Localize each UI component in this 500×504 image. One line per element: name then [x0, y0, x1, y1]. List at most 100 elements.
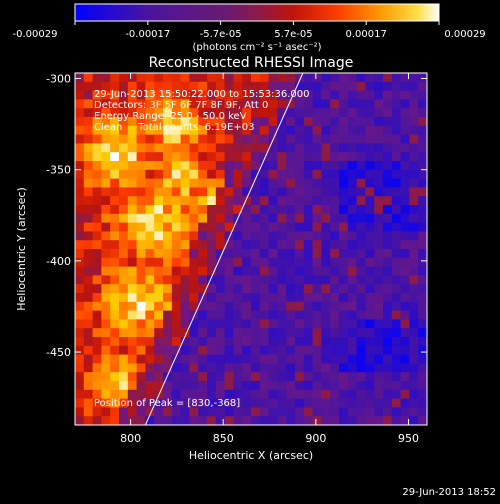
heatmap-cell: [198, 196, 208, 206]
heatmap-cell: [330, 337, 340, 347]
heatmap-cell: [268, 257, 278, 267]
heatmap-cell: [180, 222, 190, 232]
heatmap-cell: [277, 161, 287, 171]
heatmap-cell: [224, 90, 234, 100]
heatmap-cell: [418, 108, 427, 118]
heatmap-cell: [418, 398, 427, 408]
heatmap-cell: [136, 169, 146, 179]
heatmap-cell: [119, 389, 129, 399]
heatmap-cell: [136, 73, 146, 83]
y-tick-label: -350: [46, 164, 71, 177]
heatmap-cell: [215, 117, 225, 127]
heatmap-cell: [259, 169, 269, 179]
heatmap-cell: [233, 398, 243, 408]
plot-frame: [74, 72, 428, 426]
heatmap-cell: [215, 231, 225, 241]
heatmap-cell: [400, 240, 410, 250]
heatmap-cell: [347, 81, 357, 91]
heatmap-cell: [259, 152, 269, 162]
heatmap-cell: [277, 73, 287, 83]
heatmap-cell: [198, 381, 208, 391]
heatmap-cell: [136, 372, 146, 382]
heatmap-cell: [409, 389, 419, 399]
heatmap-cell: [101, 73, 111, 83]
heatmap-cell: [75, 381, 85, 391]
heatmap-cell: [242, 222, 252, 232]
heatmap-cell: [356, 293, 366, 303]
heatmap-cell: [92, 416, 102, 425]
heatmap-cell: [391, 178, 401, 188]
heatmap-cell: [268, 363, 278, 373]
heatmap-cell: [312, 266, 322, 276]
heatmap-cell: [277, 266, 287, 276]
heatmap-cell: [251, 319, 261, 329]
heatmap-cell: [180, 328, 190, 338]
heatmap-cell: [286, 222, 296, 232]
heatmap-cell: [409, 407, 419, 417]
heatmap-cell: [154, 345, 164, 355]
heatmap-cell: [383, 213, 393, 223]
heatmap-cell: [75, 222, 85, 232]
heatmap-cell: [224, 345, 234, 355]
heatmap-cell: [154, 372, 164, 382]
heatmap-cell: [75, 284, 85, 294]
heatmap-cell: [418, 117, 427, 127]
heatmap-cell: [365, 222, 375, 232]
heatmap-cell: [224, 125, 234, 135]
heatmap-cell: [180, 99, 190, 109]
heatmap-cell: [224, 169, 234, 179]
heatmap-cell: [339, 90, 349, 100]
annotation-line: Energy Range: 25.0 - 50.0 keV: [94, 111, 247, 122]
heatmap-cell: [154, 196, 164, 206]
heatmap-cell: [136, 205, 146, 215]
heatmap-cell: [365, 389, 375, 399]
heatmap-cell: [286, 266, 296, 276]
heatmap-cell: [365, 293, 375, 303]
heatmap-cell: [242, 213, 252, 223]
heatmap-cell: [268, 108, 278, 118]
heatmap-cell: [163, 293, 173, 303]
heatmap-cell: [409, 319, 419, 329]
heatmap-cell: [171, 117, 181, 127]
heatmap-cell: [251, 337, 261, 347]
heatmap-cell: [145, 266, 155, 276]
heatmap-cell: [374, 108, 384, 118]
heatmap-cell: [409, 196, 419, 206]
heatmap-cell: [321, 143, 331, 153]
heatmap-cell: [127, 73, 137, 83]
heatmap-cell: [207, 337, 217, 347]
heatmap-cell: [321, 161, 331, 171]
heatmap-cell: [251, 345, 261, 355]
heatmap-cell: [101, 284, 111, 294]
heatmap-cell: [383, 319, 393, 329]
heatmap-cell: [312, 169, 322, 179]
heatmap-cell: [198, 73, 208, 83]
heatmap-cell: [233, 293, 243, 303]
heatmap-cell: [277, 196, 287, 206]
heatmap-cell: [418, 328, 427, 338]
heatmap-cell: [127, 310, 137, 320]
heatmap-cell: [83, 143, 93, 153]
heatmap-cell: [110, 284, 120, 294]
heatmap-cell: [356, 205, 366, 215]
heatmap-cell: [224, 407, 234, 417]
heatmap-cell: [92, 99, 102, 109]
heatmap-cell: [215, 301, 225, 311]
heatmap-cell: [101, 337, 111, 347]
heatmap-cell: [75, 134, 85, 144]
heatmap-cell: [286, 354, 296, 364]
heatmap-cell: [312, 108, 322, 118]
heatmap-cell: [180, 205, 190, 215]
heatmap-cell: [259, 249, 269, 259]
heatmap-cell: [312, 381, 322, 391]
heatmap-cell: [321, 81, 331, 91]
heatmap-cell: [321, 249, 331, 259]
heatmap-cell: [224, 231, 234, 241]
heatmap-cell: [136, 363, 146, 373]
heatmap-cell: [224, 143, 234, 153]
heatmap-cell: [198, 416, 208, 425]
heatmap-cell: [110, 301, 120, 311]
heatmap-cell: [233, 240, 243, 250]
heatmap-cell: [154, 117, 164, 127]
